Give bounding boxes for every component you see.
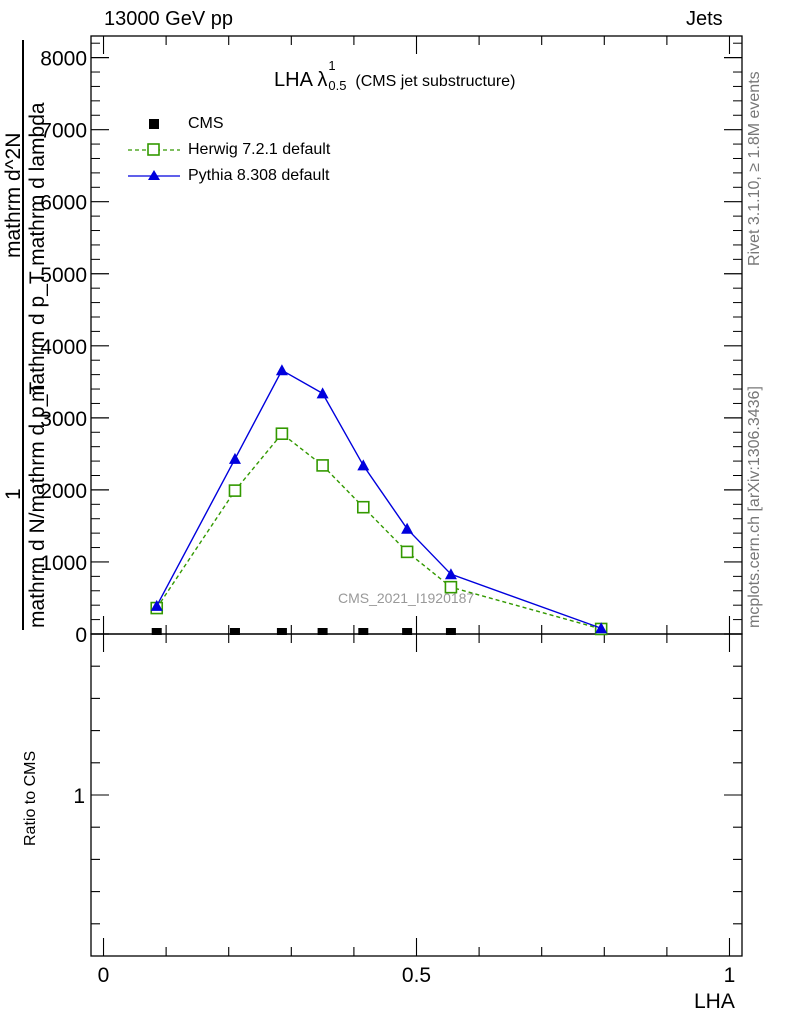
y-tick-label: 8000 <box>40 48 87 71</box>
ratio-y-axis-label: Ratio to CMS <box>22 750 39 846</box>
ratio-plot-frame <box>90 633 743 957</box>
pythia-data-point <box>444 568 457 580</box>
plot-title-sup: 1 <box>328 58 336 73</box>
y-axis-label-fraction-bar <box>22 40 24 630</box>
herwig-data-point <box>150 601 164 615</box>
legend-herwig-label: Herwig 7.2.1 default <box>188 141 331 158</box>
analysis-category: Jets <box>686 8 723 30</box>
herwig-data-point <box>356 500 370 514</box>
x-tick-label: 0.5 <box>402 964 431 987</box>
pythia-data-point <box>316 387 329 399</box>
plot-title-suffix: (CMS jet substructure) <box>355 73 516 90</box>
pythia-data-point <box>275 364 288 376</box>
herwig-data-point <box>316 459 329 472</box>
legend: CMS Herwig 7.2.1 default Pythia 8.308 de… <box>120 112 380 192</box>
legend-herwig-marker <box>147 143 160 156</box>
pythia-data-point <box>357 459 370 471</box>
herwig-data-point <box>594 622 608 636</box>
legend-pythia-label: Pythia 8.308 default <box>188 167 330 184</box>
cms-data-point <box>151 628 162 635</box>
pythia-data-point <box>228 452 241 464</box>
legend-pythia-marker <box>148 170 160 180</box>
plot-title-main: LHA λ <box>274 69 328 91</box>
cms-data-point <box>402 628 413 635</box>
rivet-version-label: Rivet 3.1.10, ≥ 1.8M events <box>746 71 763 266</box>
plot-title-sub: 0.5 <box>328 78 347 93</box>
legend-cms-label: CMS <box>188 115 224 132</box>
herwig-data-point <box>400 545 414 559</box>
y-axis-label-denominator: mathrm d N/mathrm d p_T <box>26 381 49 628</box>
x-axis-label: LHA <box>694 990 735 1013</box>
herwig-data-point <box>275 427 289 441</box>
mcplots-reference-label: mcplots.cern.ch [arXiv:1306.3436] <box>746 386 763 628</box>
cms-data-point <box>276 628 287 635</box>
legend-cms-marker <box>149 119 159 129</box>
cms-data-point <box>317 628 328 635</box>
x-tick-label: 0 <box>98 964 110 987</box>
x-tick-label: 1 <box>724 964 736 987</box>
pythia-data-point <box>401 522 414 534</box>
ratio-y-tick-label: 1 <box>73 785 85 808</box>
process-label: 13000 GeV pp <box>104 8 233 30</box>
cms-data-point <box>358 628 369 635</box>
cms-data-point <box>229 628 240 635</box>
pythia-data-point <box>150 599 163 611</box>
y-axis-label-denominator-right: mathrm d p_T mathrm d lambda <box>26 102 49 402</box>
y-tick-label: 0 <box>75 624 87 647</box>
analysis-watermark: CMS_2021_I1920187 <box>338 590 475 606</box>
pythia-data-point <box>595 622 608 634</box>
cms-data-point <box>445 628 456 635</box>
plot-title: LHA λ 1 0.5 (CMS jet substructure) <box>274 58 516 93</box>
ratio-axis-ticks: 0 0.5 1 1 <box>73 634 742 987</box>
herwig-data-point <box>228 484 242 497</box>
